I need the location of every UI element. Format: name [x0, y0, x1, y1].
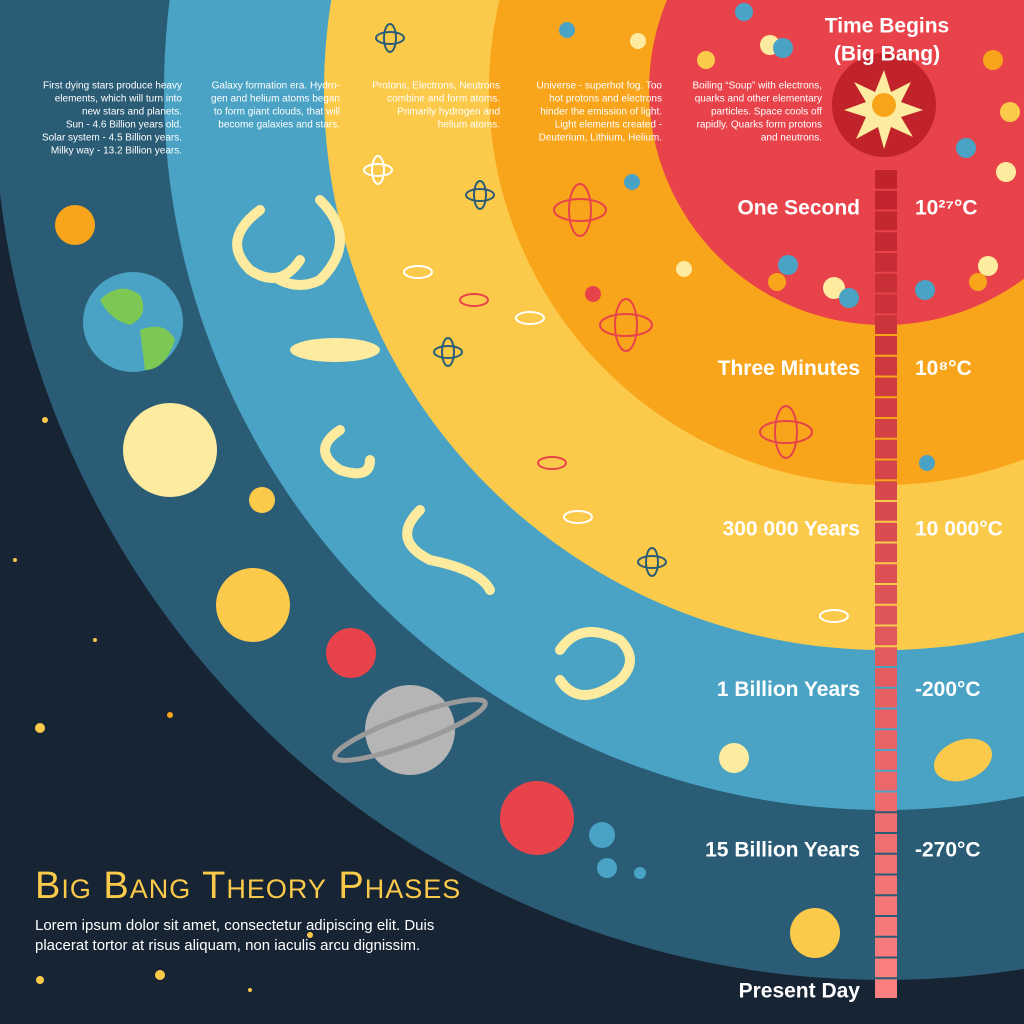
subtitle-line: placerat tortor at risus aliquam, non ia… [35, 937, 420, 954]
thermometer-segment [875, 979, 897, 998]
thermometer-segment [875, 543, 897, 563]
phase-temperature: 10 000°C [915, 518, 1003, 541]
description-line: Sun - 4.6 Billion years old. [66, 120, 182, 131]
phase-temperature: 10²⁷°C [915, 197, 978, 220]
thermometer-segment [875, 917, 897, 936]
thermometer-segment [875, 253, 897, 272]
thermometer-segment [875, 626, 897, 646]
planets [55, 205, 993, 958]
thermometer-segment [875, 336, 897, 355]
stars [13, 278, 313, 992]
thermometer-segment [875, 294, 897, 314]
thermometer-segment [875, 896, 897, 915]
thermometer-segment [875, 522, 897, 542]
thermometer-segment [875, 481, 897, 500]
thermometer-segment [875, 709, 897, 729]
present-day: Present Day [739, 980, 861, 1003]
thermometer-segment [875, 647, 897, 666]
thermometer-segment [875, 170, 897, 189]
description-line: rapidly. Quarks form protons [697, 120, 822, 131]
description-line: Galaxy formation era. Hydro- [212, 81, 340, 92]
thermometer-segment [875, 356, 897, 376]
thermometer-segment [875, 834, 897, 853]
thermometer-segment [875, 854, 897, 874]
thermometer [875, 170, 897, 998]
thermometer-segment [875, 398, 897, 417]
description-line: Protons, Electrons, Neutrons [372, 81, 500, 92]
description-line: gen and helium atoms began [211, 94, 340, 105]
phase-temperature: 10⁸°C [915, 357, 972, 380]
galaxies [232, 195, 635, 700]
phase-time: One Second [737, 197, 860, 220]
thermometer-segment [875, 502, 897, 521]
thermometer-segment [875, 958, 897, 978]
thermometer-segment [875, 751, 897, 770]
description-line: become galaxies and stars. [218, 120, 340, 131]
thermometer-segment [875, 564, 897, 583]
thermometer-segment [875, 730, 897, 749]
description-line: to form giant clouds, that will [214, 107, 340, 118]
thermometer-segment [875, 232, 897, 251]
description-line: combine and form atoms. [387, 94, 500, 105]
description-line: Milky way - 13.2 Billion years. [51, 146, 182, 157]
phase-time: 1 Billion Years [717, 678, 860, 701]
phase-time: 300 000 Years [723, 518, 860, 541]
description-line: hinder the emission of light. [540, 107, 662, 118]
thermometer-segment [875, 419, 897, 438]
subtitle-line: Lorem ipsum dolor sit amet, consectetur … [35, 917, 434, 934]
thermometer-segment [875, 792, 897, 812]
thermometer-segment [875, 605, 897, 625]
description-line: Universe - superhot fog. Too [537, 81, 663, 92]
phase-temperature: -270°C [915, 839, 981, 862]
phase-time: Three Minutes [718, 357, 860, 380]
description-line: Boiling “Soup” with electrons, [692, 81, 822, 92]
particles [559, 3, 1020, 471]
big-bang-label: (Big Bang) [834, 43, 940, 66]
description-line: helium atoms. [438, 120, 500, 131]
thermometer-segment [875, 668, 897, 687]
phase-time: 15 Billion Years [705, 839, 860, 862]
description-line: hot protons and electrons [549, 94, 662, 105]
description-line: quarks and other elementary [695, 94, 822, 105]
description-line: Light elements created - [555, 120, 662, 131]
thermometer-segment [875, 937, 897, 957]
thermometer-segment [875, 315, 897, 334]
thermometer-segment [875, 190, 897, 210]
description-line: First dying stars produce heavy [43, 81, 182, 92]
thermometer-segment [875, 688, 897, 708]
texts: Time Begins (Big Bang) First dying stars p… [35, 15, 1003, 1003]
thermometer-segment [875, 585, 897, 604]
description-line: Solar system - 4.5 Billion years. [42, 133, 182, 144]
thermometer-segment [875, 875, 897, 895]
description-line: Deuterium, Lithium, Helium. [539, 133, 662, 144]
thermometer-segment [875, 439, 897, 459]
description-line: new stars and planets. [82, 107, 182, 118]
big-bang-label: Time Begins [825, 15, 949, 38]
atoms [363, 23, 849, 623]
phase-temperature: -200°C [915, 678, 981, 701]
thermometer-segment [875, 273, 897, 293]
thermometer-segment [875, 460, 897, 480]
thermometer-segment [875, 771, 897, 791]
description-line: elements, which will turn into [55, 94, 183, 105]
thermometer-segment [875, 211, 897, 231]
ring-soup [649, 0, 1024, 325]
big-bang-core [872, 93, 896, 117]
thermometer-segment [875, 813, 897, 832]
description-line: Primarily hydrogen and [397, 107, 500, 118]
thermometer-segment [875, 377, 897, 397]
title: Big Bang Theory Phases [35, 865, 461, 907]
description-line: and neutrons. [761, 133, 822, 144]
description-line: particles. Space cools off [711, 107, 822, 118]
